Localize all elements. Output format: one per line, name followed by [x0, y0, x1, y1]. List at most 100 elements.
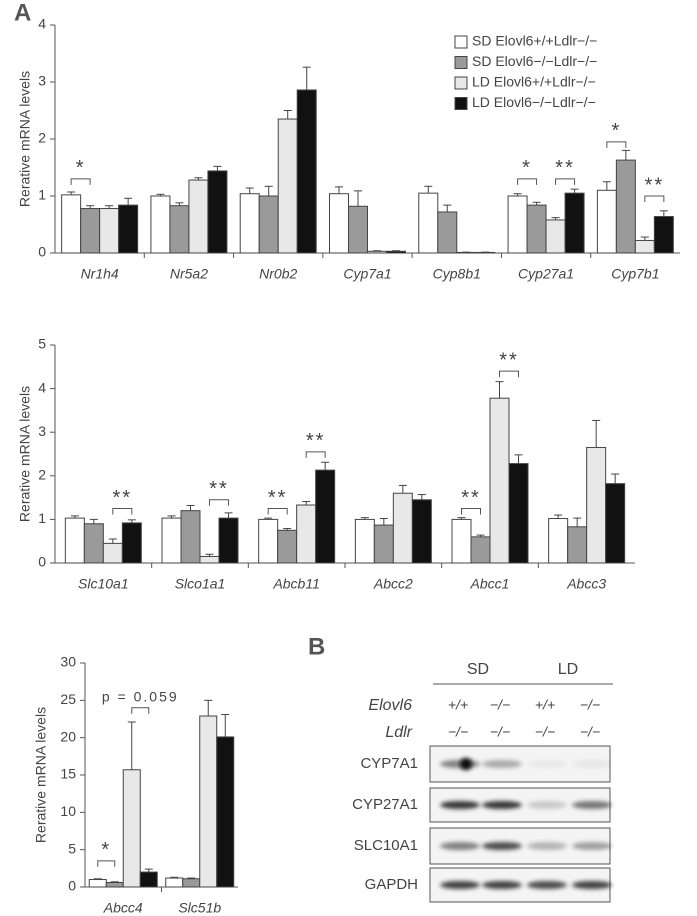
bar	[277, 118, 298, 254]
significance-label: **	[306, 430, 326, 452]
bar	[354, 518, 375, 564]
bar	[258, 518, 279, 564]
significance-bracket	[517, 178, 538, 185]
bar	[121, 522, 142, 564]
bar	[386, 250, 406, 254]
x-tick-label: Cyp8b1	[433, 266, 481, 282]
protein-label: CYP7A1	[360, 755, 418, 772]
significance-bracket	[209, 499, 229, 506]
bar	[199, 555, 220, 564]
legend-label: LD Elovl6+/+Ldlr−/−	[472, 74, 596, 90]
legend-swatch	[454, 56, 468, 69]
significance-label: *	[101, 839, 111, 861]
bar	[605, 483, 626, 564]
significance-bracket	[606, 141, 627, 148]
y-axis-label: Rerative mRNA levels	[17, 71, 33, 207]
bar	[150, 195, 171, 254]
significance-label: p = 0.059	[102, 689, 179, 705]
panel-label: A	[14, 0, 31, 26]
bar	[348, 205, 368, 254]
bar	[165, 877, 184, 888]
bar	[507, 195, 528, 254]
blot-band	[572, 801, 612, 809]
y-tick-label: 1	[38, 187, 46, 203]
x-tick-label: Slco1a1	[175, 576, 226, 592]
bar	[564, 192, 585, 254]
y-tick-label: 0	[68, 878, 76, 894]
genotype: −/−	[448, 724, 468, 740]
genotype: +/+	[448, 697, 468, 713]
bar	[367, 250, 387, 254]
y-tick-label: 15	[60, 766, 76, 782]
bar	[586, 446, 607, 564]
significance-label: **	[461, 487, 481, 509]
bar	[99, 208, 120, 254]
panel-label: B	[308, 633, 325, 660]
significance-bracket	[267, 508, 288, 515]
bar	[489, 397, 510, 564]
legend-label: LD Elovl6−/−Ldlr−/−	[472, 94, 596, 110]
significance-label: **	[555, 157, 575, 179]
bar	[470, 536, 491, 564]
y-axis-label: Rerative mRNA levels	[17, 386, 33, 522]
y-tick-label: 5	[68, 840, 76, 856]
y-tick-label: 4	[38, 16, 46, 32]
significance-label: **	[645, 174, 665, 196]
bar	[545, 219, 566, 254]
bar	[64, 517, 85, 564]
blot-spot	[460, 758, 472, 770]
genotype: −/−	[580, 697, 600, 713]
group-label: LD	[558, 661, 578, 678]
x-tick-label: Abcb11	[272, 576, 319, 592]
genotype: −/−	[535, 724, 555, 740]
blot-band	[527, 881, 567, 889]
significance-bracket	[555, 178, 576, 185]
x-tick-label: Cyp7b1	[611, 266, 659, 282]
bar	[475, 251, 496, 254]
significance-bracket	[461, 508, 481, 515]
bar	[296, 504, 317, 564]
blot-band	[572, 881, 612, 889]
significance-label: **	[113, 487, 133, 509]
bar	[83, 523, 104, 564]
y-tick-label: 3	[38, 423, 46, 439]
bar	[239, 193, 260, 254]
blot-band	[482, 881, 522, 889]
bar	[169, 205, 190, 254]
bar	[653, 216, 674, 254]
significance-label: *	[76, 157, 86, 179]
bar	[199, 715, 218, 888]
significance-bracket	[499, 370, 519, 378]
blot-band	[572, 842, 612, 850]
x-tick-label: Nr5a2	[170, 266, 208, 282]
x-tick-label: Slc51b	[178, 900, 221, 916]
protein-label: CYP27A1	[352, 796, 418, 813]
genotype: −/−	[580, 724, 600, 740]
significance-label: **	[209, 478, 229, 500]
y-tick-label: 25	[60, 691, 76, 707]
x-tick-label: Cyp7a1	[343, 266, 391, 282]
bar	[418, 192, 439, 254]
y-tick-label: 30	[60, 654, 76, 670]
bar	[411, 499, 432, 564]
genotype: −/−	[490, 697, 510, 713]
x-tick-label: Nr0b2	[259, 266, 297, 282]
bar	[437, 211, 458, 254]
protein-label: SLC10A1	[354, 837, 418, 854]
bar	[526, 204, 547, 254]
y-tick-label: 2	[38, 130, 46, 146]
bar	[567, 526, 588, 564]
y-tick-label: 0	[38, 244, 46, 260]
bar	[634, 239, 655, 254]
protein-label: GAPDH	[365, 876, 418, 893]
genotype-row-label: Ldlr	[385, 724, 412, 741]
legend-swatch	[454, 76, 468, 90]
bar	[216, 736, 235, 888]
x-tick-label: Nr1h4	[81, 266, 119, 282]
bar	[451, 518, 472, 564]
bar	[508, 463, 529, 564]
bar	[88, 879, 107, 888]
blot-band	[572, 760, 612, 768]
legend-label: SD Elovl6+/+Ldlr−/−	[472, 33, 597, 49]
